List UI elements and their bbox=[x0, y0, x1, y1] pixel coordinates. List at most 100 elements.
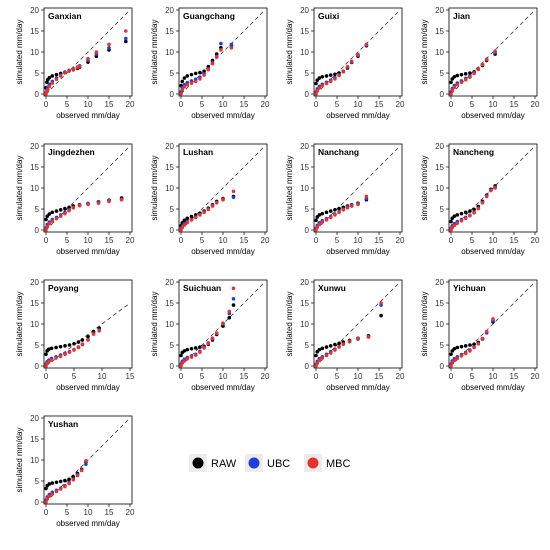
y-tick-label: 20 bbox=[300, 6, 309, 15]
point-mbc bbox=[468, 213, 472, 218]
point-raw bbox=[328, 209, 333, 213]
point-mbc bbox=[219, 48, 223, 52]
y-tick-label: 0 bbox=[170, 226, 175, 235]
point-raw bbox=[317, 213, 322, 217]
y-axis-label: simulated mm/day bbox=[420, 20, 429, 85]
y-tick-label: 10 bbox=[300, 320, 309, 329]
point-mbc bbox=[44, 500, 48, 504]
x-tick-label: 15 bbox=[510, 236, 519, 245]
x-tick-label: 5 bbox=[72, 372, 77, 381]
y-tick-label: 20 bbox=[30, 6, 39, 15]
y-tick-label: 15 bbox=[435, 27, 444, 36]
panel-nanchang: 0 5 10 15 20 0 5 10 15 20 Nanchang observed mm/day s… bbox=[285, 142, 405, 256]
point-mbc bbox=[459, 354, 464, 358]
point-raw bbox=[198, 70, 202, 75]
x-tick-label: 20 bbox=[396, 236, 405, 245]
point-raw bbox=[54, 209, 59, 213]
point-mbc bbox=[86, 202, 90, 207]
x-axis-label: observed mm/day bbox=[326, 111, 390, 120]
station-title: Jingdezhen bbox=[48, 147, 95, 157]
x-tick-label: 20 bbox=[261, 372, 270, 381]
y-axis-label: simulated mm/day bbox=[15, 156, 24, 221]
y-tick-label: 5 bbox=[170, 205, 175, 214]
point-mbc bbox=[198, 213, 202, 217]
point-mbc bbox=[484, 57, 489, 62]
panel-guangchang: 0 5 10 15 20 0 5 10 15 20 Guangchang observed mm/da… bbox=[150, 6, 270, 120]
legend: RAW UBC MBC bbox=[189, 454, 351, 472]
y-tick-label: 20 bbox=[165, 142, 174, 151]
y-tick-label: 0 bbox=[35, 362, 40, 371]
point-raw bbox=[333, 72, 337, 77]
point-raw bbox=[58, 208, 63, 212]
y-tick-label: 20 bbox=[435, 278, 444, 287]
y-axis-label: simulated mm/day bbox=[15, 292, 24, 357]
point-raw bbox=[58, 344, 63, 349]
y-tick-label: 5 bbox=[35, 477, 40, 486]
y-tick-label: 15 bbox=[300, 27, 309, 36]
point-raw bbox=[452, 346, 457, 351]
point-mbc bbox=[328, 215, 333, 220]
station-title: Jian bbox=[453, 11, 470, 21]
y-axis-label: simulated mm/day bbox=[150, 20, 159, 85]
point-raw bbox=[193, 346, 198, 350]
x-tick-label: 10 bbox=[98, 372, 107, 381]
x-tick-label: 5 bbox=[335, 372, 340, 381]
y-tick-label: 20 bbox=[30, 142, 39, 151]
point-raw bbox=[455, 345, 460, 350]
panel-nancheng: 0 5 10 15 20 0 5 10 15 20 Nancheng observed mm/day s… bbox=[420, 142, 540, 256]
point-mbc bbox=[341, 69, 346, 74]
x-axis-label: observed mm/day bbox=[191, 383, 255, 392]
point-mbc bbox=[315, 88, 320, 93]
point-mbc bbox=[324, 81, 329, 86]
point-raw bbox=[189, 346, 194, 351]
y-tick-label: 20 bbox=[435, 6, 444, 15]
x-tick-label: 10 bbox=[84, 236, 93, 245]
y-tick-label: 20 bbox=[435, 142, 444, 151]
y-tick-label: 0 bbox=[440, 362, 445, 371]
point-mbc bbox=[345, 64, 350, 69]
point-mbc bbox=[463, 216, 468, 221]
point-raw bbox=[72, 341, 76, 346]
point-ubc bbox=[219, 41, 223, 46]
point-raw bbox=[463, 210, 468, 215]
x-tick-label: 5 bbox=[200, 372, 205, 381]
x-tick-label: 5 bbox=[470, 236, 475, 245]
point-mbc bbox=[476, 67, 481, 72]
x-axis-label: observed mm/day bbox=[326, 247, 390, 256]
point-raw bbox=[180, 79, 185, 84]
x-axis-label: observed mm/day bbox=[191, 247, 255, 256]
point-mbc bbox=[452, 358, 457, 363]
point-raw bbox=[468, 209, 472, 213]
x-tick-label: 10 bbox=[219, 100, 228, 109]
point-mbc bbox=[67, 481, 71, 486]
x-tick-label: 20 bbox=[531, 100, 540, 109]
y-tick-label: 20 bbox=[165, 278, 174, 287]
y-tick-label: 20 bbox=[30, 278, 39, 287]
y-tick-label: 10 bbox=[165, 48, 174, 57]
y-tick-label: 5 bbox=[305, 205, 310, 214]
x-tick-label: 15 bbox=[240, 100, 249, 109]
y-tick-label: 5 bbox=[35, 341, 40, 350]
point-raw bbox=[50, 481, 55, 485]
point-mbc bbox=[314, 228, 318, 232]
point-mbc bbox=[180, 225, 185, 230]
point-mbc bbox=[356, 336, 360, 341]
point-mbc bbox=[47, 221, 52, 226]
point-raw bbox=[54, 345, 58, 350]
point-mbc bbox=[75, 473, 80, 478]
point-raw bbox=[328, 344, 333, 348]
point-raw bbox=[67, 205, 71, 210]
point-mbc bbox=[54, 489, 59, 494]
y-tick-label: 15 bbox=[30, 299, 39, 308]
point-mbc bbox=[47, 360, 51, 364]
point-mbc bbox=[493, 49, 497, 53]
panel-yushan: 0 5 10 15 20 0 5 10 15 20 Yushan observed mm/day sim… bbox=[15, 414, 135, 528]
point-raw bbox=[86, 334, 90, 339]
point-mbc bbox=[314, 92, 318, 96]
y-axis-label: simulated mm/day bbox=[15, 20, 24, 85]
point-raw bbox=[227, 315, 232, 320]
point-mbc bbox=[324, 353, 329, 358]
x-tick-label: 10 bbox=[489, 236, 498, 245]
point-mbc bbox=[71, 205, 76, 210]
point-ubc bbox=[231, 195, 236, 200]
